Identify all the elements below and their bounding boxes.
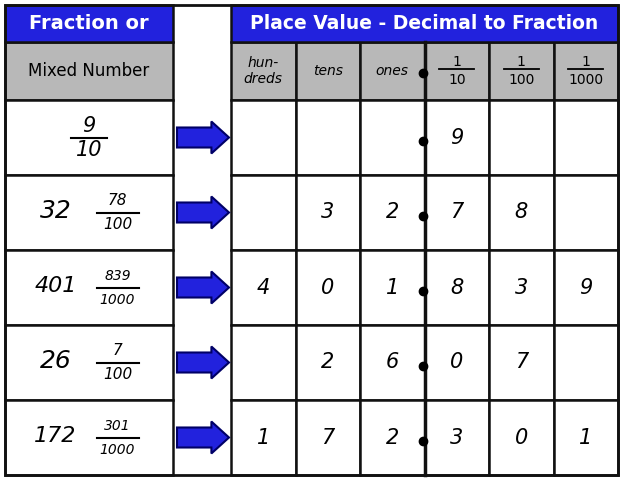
Text: 9: 9 [579,277,592,298]
Text: 839: 839 [104,268,131,283]
Polygon shape [177,347,229,379]
Bar [296,42,360,100]
Polygon shape [177,121,229,154]
Text: 1: 1 [579,428,592,447]
Bar [489,175,553,250]
Bar [360,42,424,100]
Text: 0: 0 [450,352,464,372]
Text: 1000: 1000 [568,73,603,87]
Text: 1000: 1000 [100,443,135,456]
Polygon shape [177,421,229,454]
Bar [231,175,296,250]
Text: 3: 3 [450,428,464,447]
Text: ones: ones [376,64,409,78]
Bar [489,325,553,400]
Bar [489,42,553,100]
Bar [231,42,296,100]
Bar [5,42,173,100]
Bar [424,325,489,400]
Text: 0: 0 [515,428,528,447]
Bar [5,250,173,325]
Text: hun-: hun- [248,56,279,70]
Polygon shape [177,272,229,303]
Bar [360,250,424,325]
Bar [296,100,360,175]
Bar [296,175,360,250]
Text: 4: 4 [256,277,270,298]
Bar [553,400,618,475]
Bar [489,100,553,175]
Text: 172: 172 [34,425,77,445]
Bar [5,5,173,42]
Bar [360,400,424,475]
Text: 9: 9 [82,116,95,135]
Text: 100: 100 [103,217,132,232]
Bar [360,325,424,400]
Bar [360,175,424,250]
Text: Place Value - Decimal to Fraction: Place Value - Decimal to Fraction [250,14,598,33]
Text: Fraction or: Fraction or [29,14,149,33]
Text: 2: 2 [321,352,334,372]
Text: 78: 78 [108,193,127,208]
Text: 7: 7 [450,203,464,223]
Bar [296,250,360,325]
Bar [553,175,618,250]
Bar [489,400,553,475]
Text: 1: 1 [582,55,590,69]
Text: dreds: dreds [244,72,283,86]
Bar [424,250,489,325]
Bar [553,100,618,175]
Bar [296,325,360,400]
Text: 8: 8 [450,277,464,298]
Bar [489,250,553,325]
Text: 100: 100 [103,367,132,382]
Text: 3: 3 [321,203,334,223]
Text: 2: 2 [386,203,399,223]
Text: 26: 26 [39,348,71,372]
Text: 7: 7 [113,343,122,358]
Bar [231,100,296,175]
Text: 1: 1 [386,277,399,298]
Bar [231,250,296,325]
Bar [424,42,489,100]
Bar [424,400,489,475]
Bar [424,175,489,250]
Text: 1: 1 [256,428,270,447]
Bar [5,325,173,400]
Bar [231,325,296,400]
Text: 6: 6 [386,352,399,372]
Text: 7: 7 [515,352,528,372]
Text: 0: 0 [321,277,334,298]
Text: 1: 1 [452,55,461,69]
Text: Mixed Number: Mixed Number [28,62,150,80]
Text: 1: 1 [517,55,525,69]
Text: 3: 3 [515,277,528,298]
Bar [553,325,618,400]
Text: 401: 401 [34,276,77,296]
Bar [231,5,618,42]
Bar [553,250,618,325]
Bar [424,100,489,175]
Bar [553,42,618,100]
Text: tens: tens [313,64,343,78]
Text: 10: 10 [448,73,466,87]
Bar [5,100,173,175]
Polygon shape [177,196,229,228]
Bar [360,100,424,175]
Text: 10: 10 [76,140,102,159]
Text: 1000: 1000 [100,292,135,307]
Bar [231,400,296,475]
Bar [296,400,360,475]
Text: 7: 7 [321,428,334,447]
Text: 8: 8 [515,203,528,223]
Text: 9: 9 [450,128,464,147]
Text: 32: 32 [39,199,71,223]
Bar [5,175,173,250]
Bar [5,400,173,475]
Text: 301: 301 [104,419,131,432]
Text: 2: 2 [386,428,399,447]
Text: 100: 100 [508,73,534,87]
